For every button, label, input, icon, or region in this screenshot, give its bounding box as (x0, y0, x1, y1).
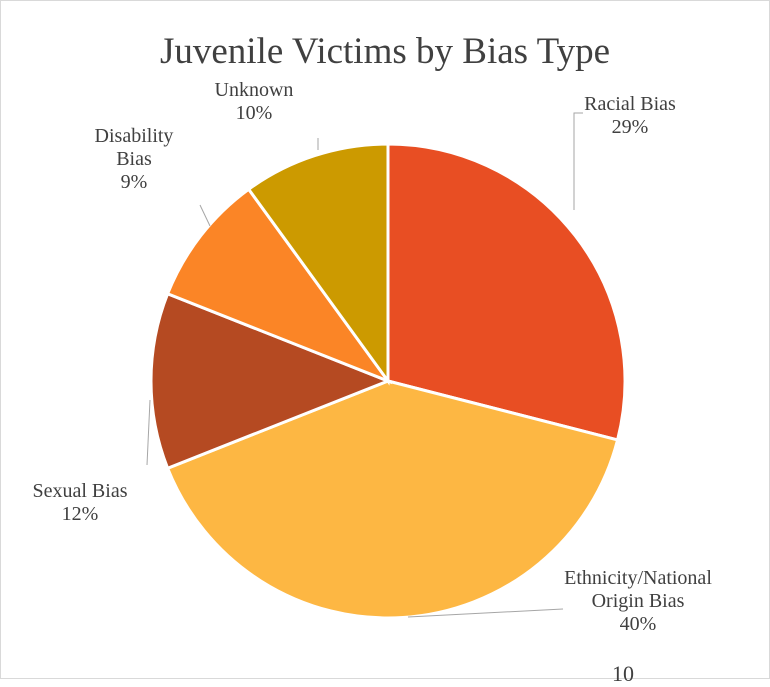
data-label-disability-bias: Disability Bias 9% (95, 125, 174, 193)
data-label-racial-bias: Racial Bias 29% (584, 93, 676, 138)
data-label-ethnicity-national-origin-bias: Ethnicity/National Origin Bias 40% (564, 567, 712, 635)
data-label-unknown: Unknown 10% (215, 79, 294, 124)
leader-line-ethnicity-national-origin-bias (407, 608, 564, 618)
leader-line-disability-bias (199, 204, 211, 227)
pie-slice-ethnicity-national-origin-bias (165, 379, 620, 620)
data-label-sexual-bias: Sexual Bias 12% (33, 480, 128, 525)
pie-slice-racial-bias (386, 142, 627, 442)
page-number: 10 (612, 661, 634, 686)
chart-title: Juvenile Victims by Bias Type (159, 31, 611, 72)
pie-slice-unknown (246, 142, 390, 386)
leader-line-sexual-bias (146, 399, 151, 466)
pie-slice-disability-bias (165, 187, 393, 385)
pie-slice-sexual-bias (149, 291, 393, 471)
leader-line-racial-bias (573, 112, 583, 210)
